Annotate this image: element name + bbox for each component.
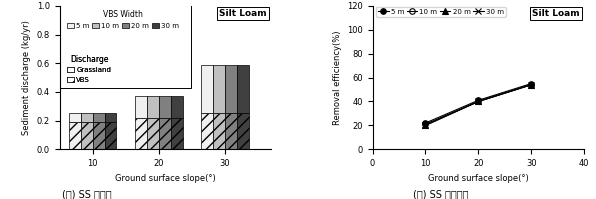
Bar [80,122,92,149]
Bar [80,113,92,122]
Bar [237,113,249,149]
Bar [69,122,80,149]
Bar [159,96,170,118]
20 m [527,84,535,86]
Bar [213,113,225,149]
Bar [201,113,213,149]
30 m [475,100,482,103]
Text: (가) SS 유출량: (가) SS 유출량 [61,189,111,199]
Bar [159,118,170,149]
Bar [135,96,147,118]
10 m [527,84,535,86]
X-axis label: Ground surface slope(°): Ground surface slope(°) [115,174,216,182]
Bar [147,118,159,149]
Line: 5 m: 5 m [423,81,534,126]
X-axis label: Ground surface slope(°): Ground surface slope(°) [428,174,529,182]
Text: Silt Loam: Silt Loam [219,9,267,18]
Bar [92,113,104,122]
30 m [422,124,429,127]
20 m [422,124,429,127]
Bar [147,96,159,118]
20 m [475,100,482,103]
Bar [104,122,116,149]
Bar [213,65,225,113]
Bar [69,113,80,122]
Line: 20 m: 20 m [423,82,534,128]
Legend: 5 m, 10 m, 20 m, 30 m: 5 m, 10 m, 20 m, 30 m [376,7,506,17]
5 m [527,82,535,85]
Bar [170,96,182,118]
Bar [92,122,104,149]
Y-axis label: Sediment discharge (kg/yr): Sediment discharge (kg/yr) [22,20,31,135]
Text: Silt Loam: Silt Loam [532,9,580,18]
Legend: Grassland, VBS: Grassland, VBS [65,52,113,85]
10 m [422,123,429,125]
Bar [170,118,182,149]
Bar [104,113,116,122]
Bar [201,65,213,113]
Bar [225,65,237,113]
30 m [527,84,535,86]
Y-axis label: Removal efficiency(%): Removal efficiency(%) [333,30,342,125]
Line: 10 m: 10 m [423,82,534,127]
Bar [135,118,147,149]
5 m [475,99,482,101]
Text: (나) SS 저감효율: (나) SS 저감효율 [413,189,469,199]
5 m [422,122,429,124]
FancyBboxPatch shape [60,5,191,88]
Line: 30 m: 30 m [423,82,534,128]
10 m [475,100,482,103]
Bar [225,113,237,149]
Bar [237,65,249,113]
